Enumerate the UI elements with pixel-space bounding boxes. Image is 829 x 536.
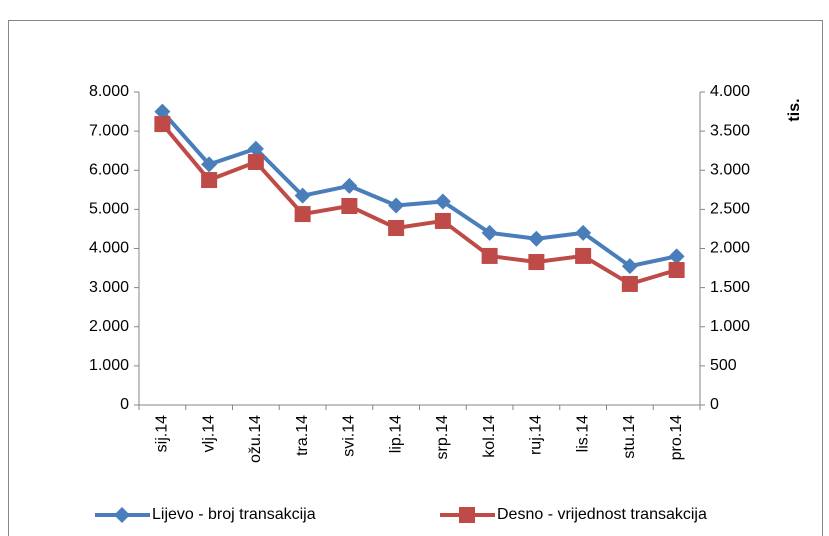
x-tick-label: lis.14: [574, 415, 591, 452]
point: [668, 248, 685, 265]
y-tick-label: 8.000: [89, 83, 129, 100]
y-tick-label: 2.000: [89, 318, 129, 335]
point: [154, 116, 171, 133]
chart-frame: [8, 20, 823, 536]
y2-tick-label: 3.500: [710, 122, 750, 139]
point: [481, 224, 498, 241]
x-tick-label: svi.14: [341, 415, 358, 457]
point: [294, 206, 311, 223]
y2-tick-label: 0: [710, 396, 719, 413]
y-tick-label: 0: [120, 396, 129, 413]
x-tick-label: ruj.14: [528, 415, 545, 455]
point: [481, 247, 498, 264]
x-tick-label: stu.14: [621, 415, 638, 459]
y2-tick-label: 4.000: [710, 83, 750, 100]
point: [388, 219, 405, 236]
point: [528, 230, 545, 247]
y2-tick-label: 1.000: [710, 318, 750, 335]
y-tick-label: 5.000: [89, 201, 129, 218]
y2-tick-label: 500: [710, 357, 737, 374]
series-line: [160, 110, 678, 269]
point: [388, 197, 405, 214]
y2-tick-label: 1.500: [710, 279, 750, 296]
x-tick-label: sij.14: [154, 415, 171, 452]
x-tick-label: tra.14: [294, 415, 311, 456]
x-tick-label: kol.14: [481, 415, 498, 458]
y2-tick-label: 2.000: [710, 240, 750, 257]
x-tick-label: pro.14: [668, 415, 685, 460]
point: [621, 258, 638, 275]
y2-tick-label: 3.000: [710, 161, 750, 178]
point: [575, 224, 592, 241]
y-tick-label: 6.000: [89, 161, 129, 178]
point: [528, 254, 545, 271]
point: [294, 187, 311, 204]
y-tick-label: 4.000: [89, 240, 129, 257]
point: [247, 154, 264, 171]
y-tick-label: 1.000: [89, 357, 129, 374]
x-tick-label: vlj.14: [200, 415, 217, 452]
legend-marker: [114, 507, 130, 523]
point: [201, 172, 218, 189]
y-tick-label: 7.000: [89, 122, 129, 139]
y2-tick-label: 2.500: [710, 201, 750, 218]
point: [434, 193, 451, 210]
point: [668, 262, 685, 279]
point: [247, 140, 264, 157]
y2-axis-label: tis.: [786, 98, 803, 121]
x-tick-label: lip.14: [387, 415, 404, 453]
y-tick-label: 3.000: [89, 279, 129, 296]
point: [201, 156, 218, 173]
point: [341, 198, 358, 215]
point: [434, 212, 451, 229]
legend-marker: [459, 507, 475, 523]
point: [575, 247, 592, 264]
legend-label: Desno - vrijednost transakcija: [497, 506, 707, 523]
point: [341, 177, 358, 194]
point: [621, 275, 638, 292]
x-tick-label: srp.14: [434, 415, 451, 460]
point: [154, 103, 171, 120]
x-tick-label: ožu.14: [247, 415, 264, 463]
legend-label: Lijevo - broj transakcija: [152, 506, 316, 523]
